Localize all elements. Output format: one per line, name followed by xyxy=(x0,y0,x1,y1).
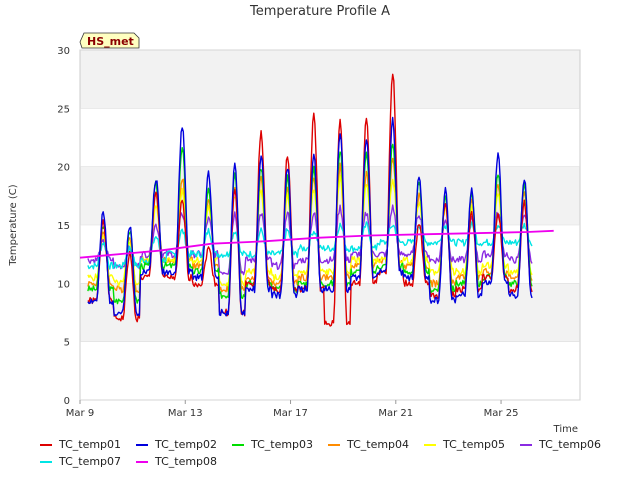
legend-item: TC_temp08 xyxy=(136,455,232,468)
x-axis-label: Time xyxy=(553,424,578,435)
legend-item: TC_temp05 xyxy=(424,438,520,451)
x-tick-label: Mar 17 xyxy=(273,408,308,419)
grid-band xyxy=(80,341,580,400)
y-axis-label: Temperature (C) xyxy=(8,184,19,266)
legend-item: TC_temp02 xyxy=(136,438,232,451)
legend-item: TC_temp06 xyxy=(520,438,616,451)
legend-item: TC_temp07 xyxy=(40,455,136,468)
legend-label: TC_temp05 xyxy=(443,438,506,451)
legend-label: TC_temp02 xyxy=(155,438,218,451)
legend-label: TC_temp08 xyxy=(155,455,218,468)
grid-band xyxy=(80,108,580,167)
legend-swatch xyxy=(136,443,148,446)
legend-item: TC_temp04 xyxy=(328,438,424,451)
grid-band xyxy=(80,283,580,342)
legend-row: TC_temp01 TC_temp02 TC_temp03 TC_temp04 TC_t… xyxy=(40,436,630,453)
legend-swatch xyxy=(40,443,52,446)
legend: TC_temp01 TC_temp02 TC_temp03 TC_temp04 TC_t… xyxy=(40,436,630,470)
series-line-tc-temp08 xyxy=(79,229,554,259)
legend-item: TC_temp01 xyxy=(40,438,136,451)
x-tick-label: Mar 9 xyxy=(66,408,94,419)
legend-swatch xyxy=(40,460,52,463)
legend-label: TC_temp01 xyxy=(59,438,122,451)
legend-label: TC_temp03 xyxy=(251,438,314,451)
y-tick-label: 30 xyxy=(57,46,70,57)
badge-label: HS_met xyxy=(87,35,134,48)
legend-swatch xyxy=(232,443,244,446)
y-tick-label: 15 xyxy=(57,221,70,232)
legend-swatch xyxy=(136,460,148,463)
y-tick-label: 20 xyxy=(57,163,70,174)
legend-swatch xyxy=(424,443,436,446)
grid-band xyxy=(80,50,580,109)
x-tick-label: Mar 21 xyxy=(378,408,413,419)
legend-swatch xyxy=(328,443,340,446)
series-line-tc-temp02 xyxy=(87,116,533,317)
x-tick-label: Mar 13 xyxy=(168,408,203,419)
legend-item: TC_temp03 xyxy=(232,438,328,451)
chart-title: Temperature Profile A xyxy=(249,4,390,19)
hs-met-badge: HS_met xyxy=(79,32,140,49)
legend-row: TC_temp07 TC_temp08 xyxy=(40,453,630,470)
x-axis-ticks: Mar 9 Mar 13 Mar 17 Mar 21 Mar 25 xyxy=(66,400,519,419)
series-lines xyxy=(79,73,554,327)
y-tick-label: 5 xyxy=(64,338,70,349)
legend-label: TC_temp06 xyxy=(539,438,602,451)
legend-swatch xyxy=(520,443,532,446)
grid-bands xyxy=(80,50,580,400)
y-tick-label: 25 xyxy=(57,104,70,115)
y-tick-label: 10 xyxy=(57,279,70,290)
x-tick-label: Mar 25 xyxy=(484,408,519,419)
legend-label: TC_temp07 xyxy=(59,455,122,468)
y-axis-ticks: 0 5 10 15 20 25 30 xyxy=(57,46,580,407)
y-tick-label: 0 xyxy=(64,396,70,407)
legend-label: TC_temp04 xyxy=(347,438,410,451)
